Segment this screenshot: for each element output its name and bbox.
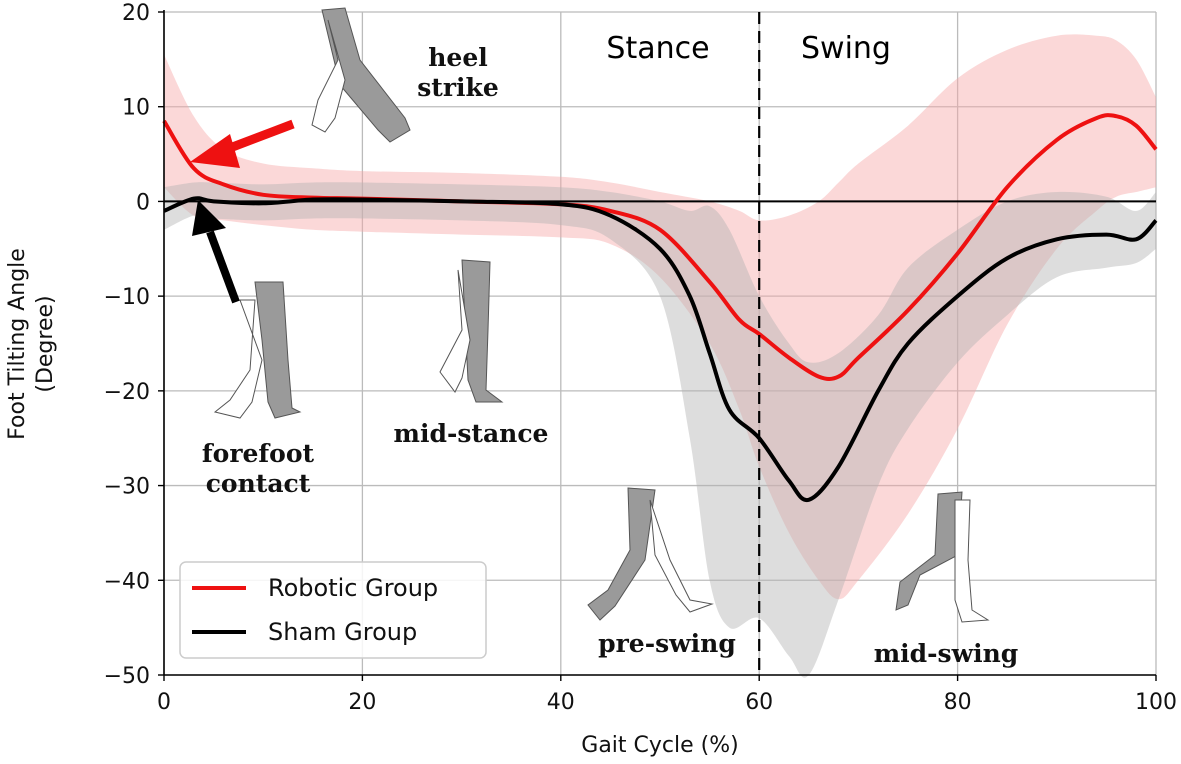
legend-label-sham: Sham Group (268, 618, 417, 646)
y-axis-label-line1: Foot Tilting Angle (5, 248, 30, 440)
forefoot-contact-arrow (192, 200, 240, 304)
annotation-heel-strike-line1: heel (428, 43, 488, 72)
series-lines (162, 113, 1158, 503)
x-tick-label: 40 (547, 690, 575, 715)
y-tick-label: −30 (104, 475, 150, 500)
x-tick-label: 0 (157, 690, 171, 715)
leg-mid-stance-illustration (439, 259, 504, 403)
y-tick-label: −50 (104, 664, 150, 689)
leg-heel-strike-illustration (311, 7, 411, 143)
axes (163, 10, 1156, 676)
x-tick-label: 60 (745, 690, 773, 715)
sham-group-line (163, 196, 1158, 503)
annotation-pre-swing: pre-swing (598, 629, 736, 658)
leg-pre-swing-illustration (587, 487, 714, 621)
x-tick-label: 80 (944, 690, 972, 715)
legend: Robotic Group Sham Group (179, 561, 487, 659)
y-tick-label: −10 (104, 285, 150, 310)
annotation-forefoot-line2: contact (206, 469, 311, 498)
annotation-mid-swing: mid-swing (874, 639, 1019, 668)
x-axis-label: Gait Cycle (%) (581, 733, 738, 758)
robotic-group-band (164, 34, 1156, 600)
confidence-bands (164, 34, 1156, 678)
annotation-heel-strike-line2: strike (417, 73, 499, 102)
annotation-forefoot-line1: forefoot (202, 439, 315, 468)
annotation-mid-stance: mid-stance (394, 419, 549, 448)
y-tick-label: 10 (122, 96, 150, 121)
phase-label-swing: Swing (801, 31, 891, 66)
leg-forefoot-illustration (213, 281, 302, 419)
heel-strike-arrow (190, 119, 295, 168)
y-tick-label: 0 (136, 190, 150, 215)
y-tick-label: 20 (122, 1, 150, 26)
sham-group-band (164, 182, 1156, 678)
legend-label-robotic: Robotic Group (268, 574, 438, 602)
x-tick-label: 20 (348, 690, 376, 715)
y-tick-label: −20 (104, 380, 150, 405)
phase-label-stance: Stance (606, 31, 709, 66)
x-tick-label: 100 (1135, 690, 1177, 715)
y-tick-label: −40 (104, 569, 150, 594)
leg-mid-swing-illustration (895, 491, 990, 623)
y-axis-label-line2: (Degree) (33, 295, 58, 392)
legend-box (179, 561, 487, 659)
